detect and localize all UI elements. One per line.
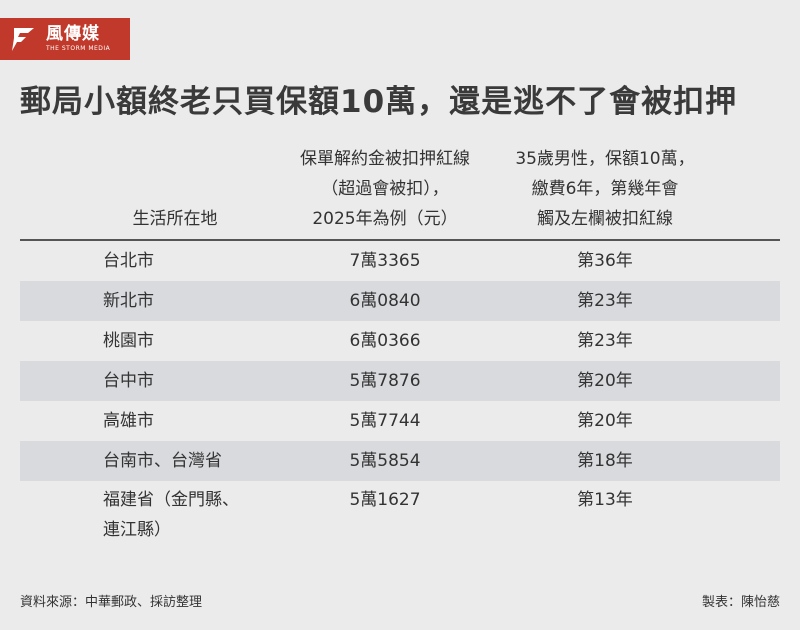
header-limit-line: 保單解約金被扣押紅線 [300,149,470,169]
page-title: 郵局小額終老只買保額10萬，還是逃不了會被扣押 [20,84,738,120]
header-location-line: 生活所在地 [132,209,218,229]
cell-year: 第13年 [577,490,633,510]
header-divider [20,239,780,241]
cell-limit: 5萬5854 [349,451,421,471]
table-row: 高雄市 5萬7744 第20年 [20,401,780,441]
logo-name-en: THE STORM MEDIA [46,45,111,52]
cell-year: 第20年 [577,371,633,391]
header-location: 生活所在地 [95,204,255,234]
storm-logo-icon [0,18,46,60]
credit-note: 製表：陳怡慈 [701,595,780,610]
table-row: 台北市 7萬3365 第36年 [20,241,780,281]
table-row: 台南市、台灣省 5萬5854 第18年 [20,441,780,481]
cell-year: 第20年 [577,411,633,431]
cell-year: 第18年 [577,451,633,471]
logo-name-cn: 風傳媒 [46,24,100,44]
table-row: 台中市 5萬7876 第20年 [20,361,780,401]
table-header: 生活所在地 保單解約金被扣押紅線 （超過會被扣）， 2025年為例（元） 35歲… [20,144,780,240]
header-year-line: 35歲男性，保額10萬， [515,149,695,169]
logo-text: 風傳媒 THE STORM MEDIA [46,25,110,53]
header-limit-line: 2025年為例（元） [312,209,458,229]
table-body: 台北市 7萬3365 第36年 新北市 6萬0840 第23年 桃園市 6萬03… [20,241,780,551]
cell-limit: 6萬0840 [349,291,421,311]
table-row: 福建省（金門縣、 連江縣） 5萬1627 第13年 [20,481,780,551]
header-year-line: 繳費6年，第幾年會 [531,179,679,199]
cell-location: 台中市 [103,371,154,391]
source-note: 資料來源：中華郵政、採訪整理 [20,595,203,610]
cell-limit: 5萬7876 [349,371,421,391]
cell-limit: 5萬1627 [349,490,421,510]
table-row: 新北市 6萬0840 第23年 [20,281,780,321]
header-year: 35歲男性，保額10萬， 繳費6年，第幾年會 觸及左欄被扣紅線 [490,144,720,234]
header-limit-line: （超過會被扣）， [321,179,449,199]
cell-location: 台北市 [103,251,154,271]
header-year-line: 觸及左欄被扣紅線 [537,209,673,229]
cell-location: 高雄市 [103,411,154,431]
cell-limit: 5萬7744 [349,411,421,431]
cell-location: 新北市 [103,291,154,311]
cell-year: 第23年 [577,291,633,311]
cell-location: 桃園市 [103,331,154,351]
table-row: 桃園市 6萬0366 第23年 [20,321,780,361]
cell-year: 第23年 [577,331,633,351]
cell-location: 台南市、台灣省 [103,451,222,471]
header-limit: 保單解約金被扣押紅線 （超過會被扣）， 2025年為例（元） [260,144,510,234]
cell-year: 第36年 [577,251,633,271]
cell-location: 福建省（金門縣、 連江縣） [103,485,273,545]
cell-limit: 7萬3365 [349,251,421,271]
cell-limit: 6萬0366 [349,331,421,351]
cell-location-line: 連江縣） [103,520,171,540]
cell-location-line: 福建省（金門縣、 [103,490,239,510]
brand-logo: 風傳媒 THE STORM MEDIA [0,18,130,60]
